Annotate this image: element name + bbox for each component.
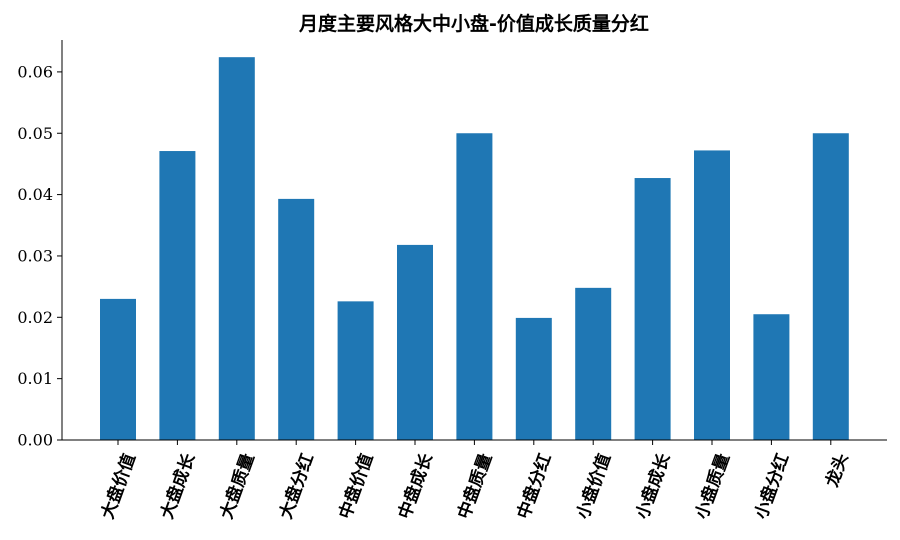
bar-10 bbox=[694, 150, 730, 440]
bar-1 bbox=[159, 151, 196, 441]
bar-3 bbox=[278, 198, 315, 440]
x-tick-label-4: 中盘价值 bbox=[335, 451, 378, 522]
y-tick-label-0: 0.00 bbox=[17, 431, 53, 450]
x-tick-label-11: 小盘分红 bbox=[750, 451, 793, 522]
x-tick-label-9: 小盘成长 bbox=[632, 450, 675, 522]
x-tick-label-0: 大盘价值 bbox=[97, 451, 140, 522]
y-tick-label-2: 0.02 bbox=[17, 308, 53, 327]
bar-4 bbox=[337, 301, 374, 440]
y-tick-label-4: 0.04 bbox=[17, 185, 53, 204]
bar-11 bbox=[753, 314, 790, 440]
bar-6 bbox=[456, 133, 493, 440]
x-tick-label-10: 小盘质量 bbox=[691, 451, 734, 522]
bar-5 bbox=[397, 244, 433, 440]
bar-2 bbox=[218, 57, 255, 441]
y-tick-label-3: 0.03 bbox=[17, 246, 53, 265]
y-tick-label-6: 0.06 bbox=[17, 62, 53, 81]
x-tick-label-6: 中盘质量 bbox=[453, 451, 496, 522]
x-tick-label-3: 大盘分红 bbox=[275, 451, 318, 522]
x-tick-label-8: 小盘价值 bbox=[572, 451, 615, 522]
bar-7 bbox=[515, 317, 552, 440]
chart-title: 月度主要风格大中小盘-价值成长质量分红 bbox=[298, 12, 649, 35]
x-tick-label-7: 中盘分红 bbox=[513, 451, 556, 522]
y-axis: 0.00 0.01 0.02 0.03 0.04 0.05 0.06 bbox=[17, 40, 63, 450]
x-tick-label-2: 大盘质量 bbox=[216, 451, 259, 522]
bar-8 bbox=[575, 287, 612, 440]
bar-9 bbox=[634, 178, 671, 441]
y-tick-label-5: 0.05 bbox=[17, 124, 53, 143]
bar-12 bbox=[812, 133, 849, 440]
y-tick-label-1: 0.01 bbox=[17, 369, 53, 388]
x-tick-label-12: 龙头 bbox=[821, 451, 853, 491]
x-tick-label-5: 中盘成长 bbox=[394, 450, 437, 522]
bars-group bbox=[100, 57, 849, 441]
x-tick-label-1: 大盘成长 bbox=[156, 450, 199, 522]
x-axis: 大盘价值 大盘成长 大盘质量 大盘分红 中盘价值 中盘成长 中盘质量 中盘分红 小盘价值 小盘成长… bbox=[62, 439, 887, 522]
bar-0 bbox=[100, 298, 136, 440]
